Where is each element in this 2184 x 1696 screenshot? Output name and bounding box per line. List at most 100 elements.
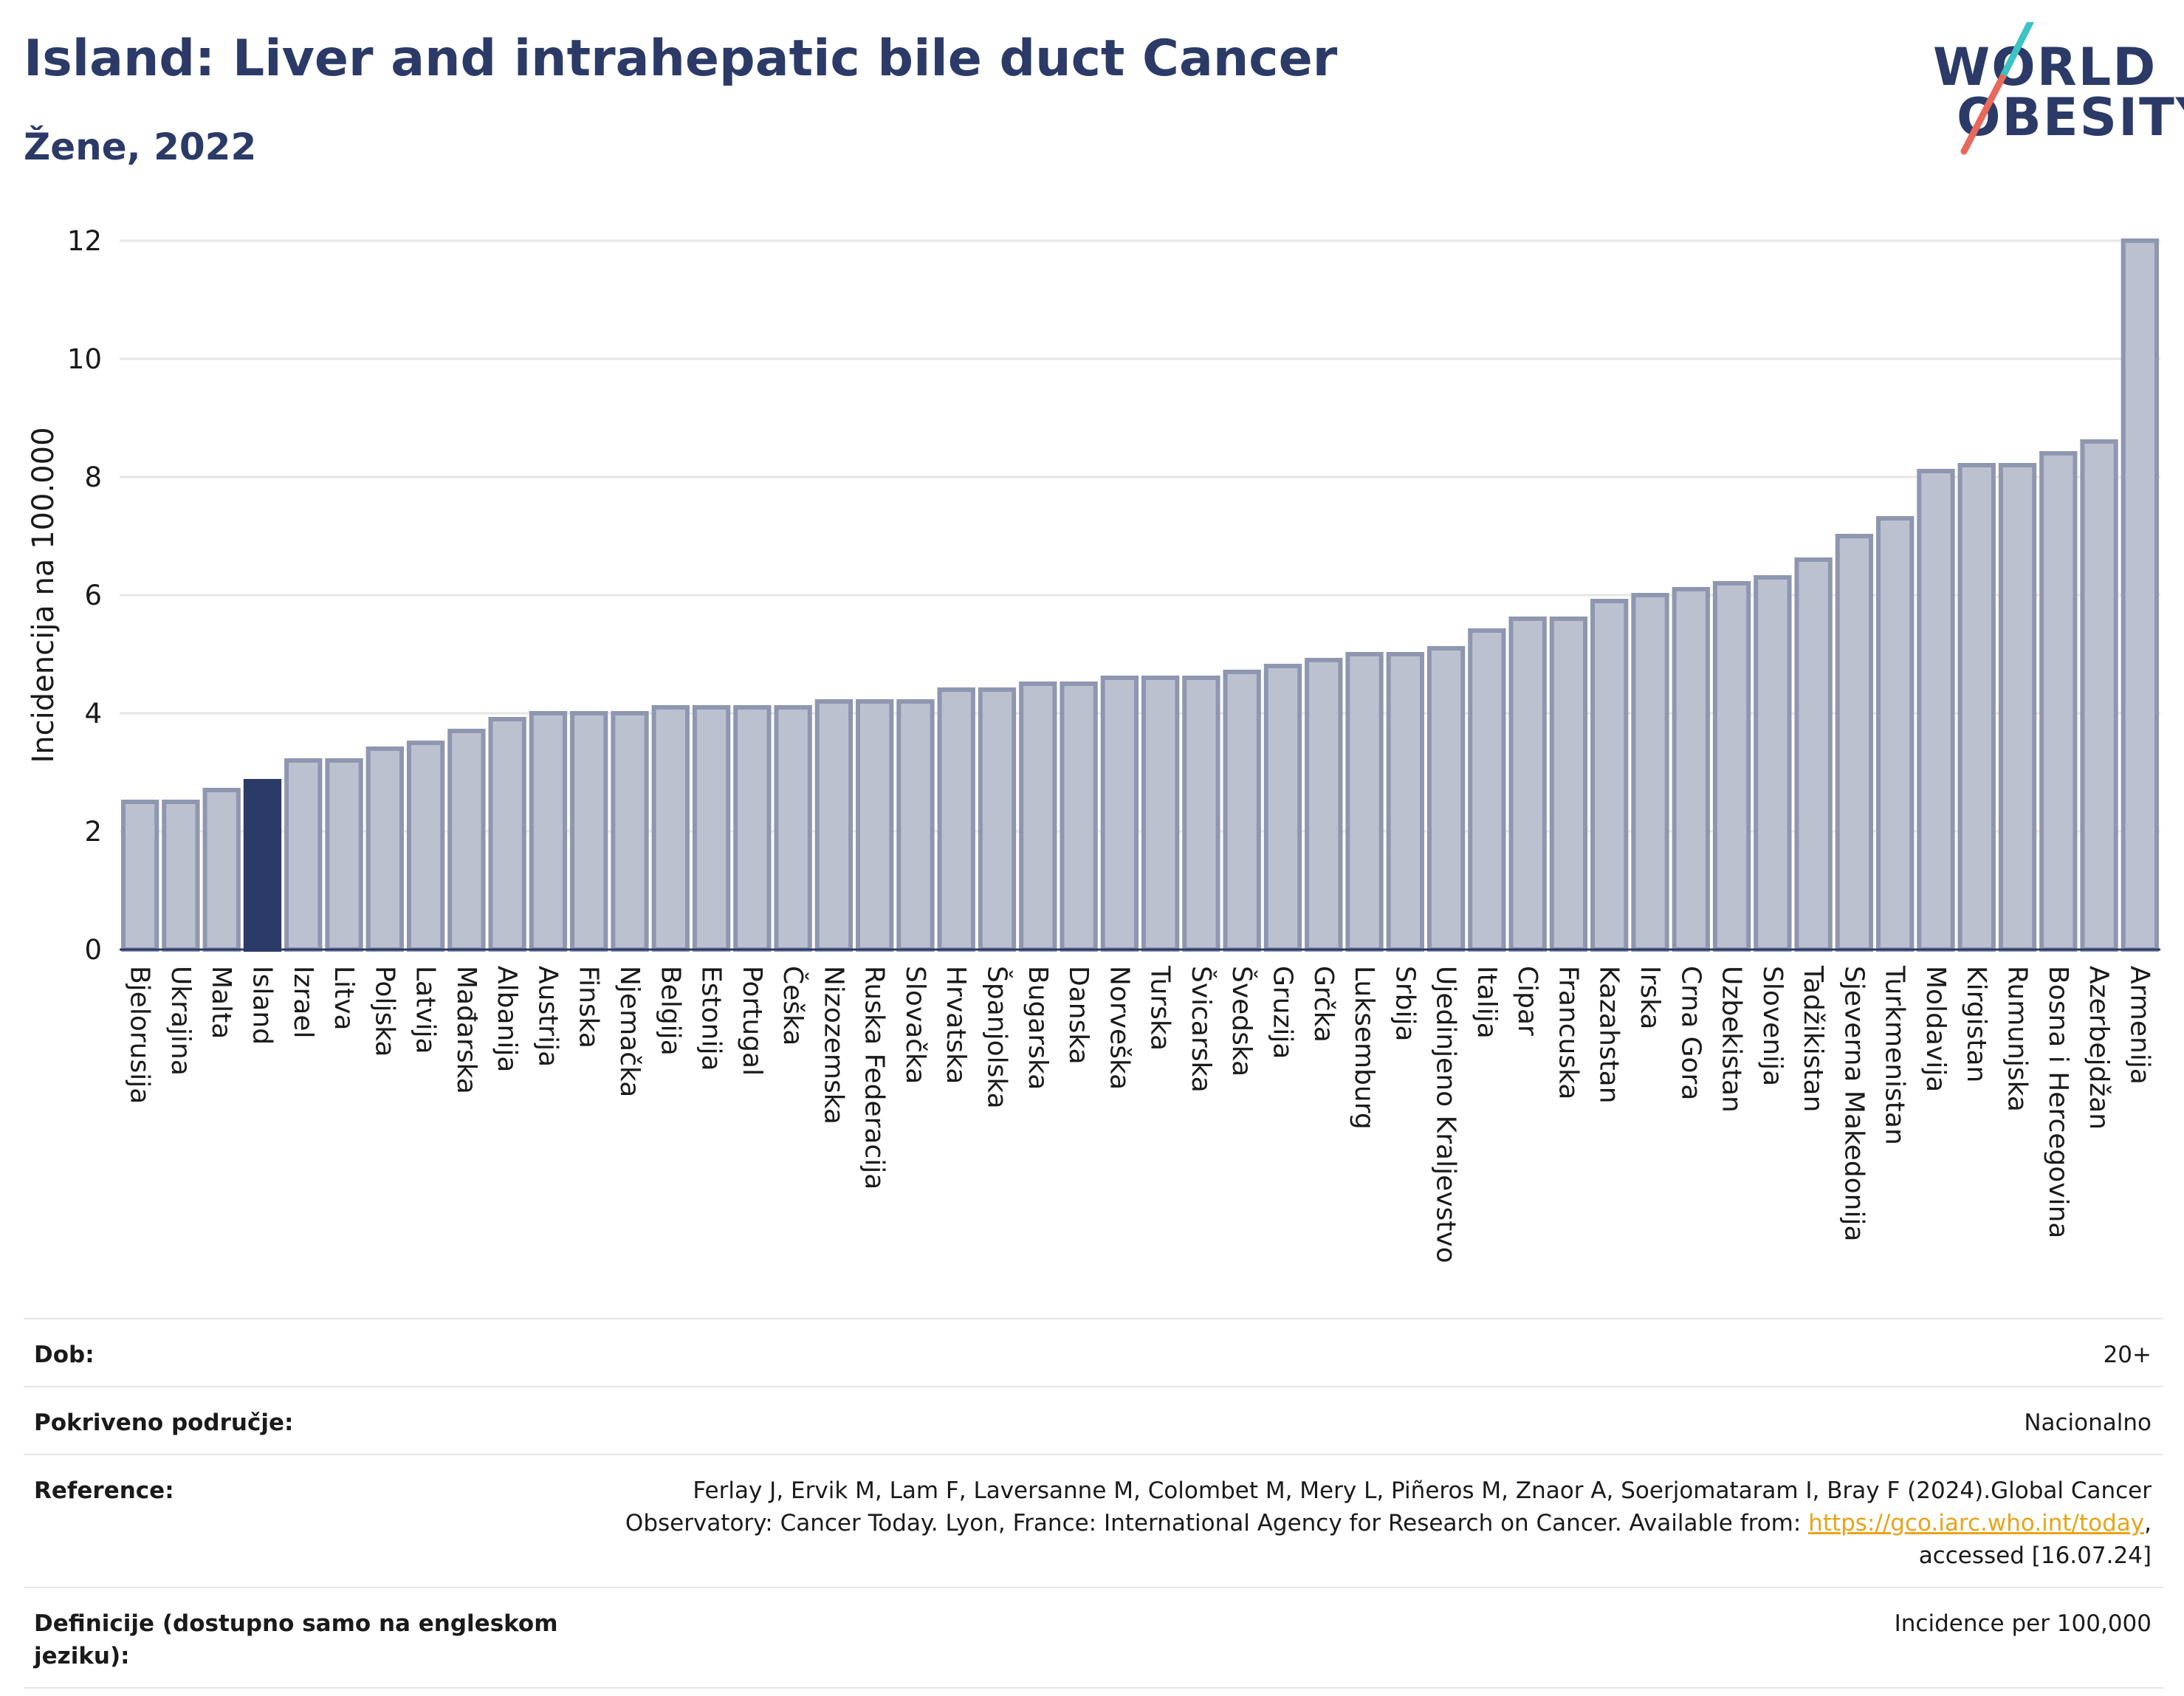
x-tick-label: Hrvatska — [941, 966, 971, 1084]
x-tick-label: Slovačka — [900, 966, 930, 1084]
x-tick-label: Danska — [1063, 966, 1093, 1065]
x-tick-label: Slovenija — [1757, 966, 1788, 1086]
x-tick-label: Francuska — [1553, 966, 1583, 1099]
x-tick-label: Belgija — [655, 966, 685, 1056]
bar-highlighted — [243, 779, 282, 952]
bar — [1223, 670, 1261, 952]
y-tick-label: 12 — [67, 225, 102, 257]
bar — [978, 687, 1017, 952]
x-tick-label: Cipar — [1512, 966, 1542, 1036]
bar — [120, 800, 159, 952]
y-axis-label: Incidencija na 100.000 — [27, 427, 61, 763]
bar — [488, 717, 526, 952]
bar — [529, 711, 568, 952]
bar — [1876, 516, 1915, 952]
reference-line-2-text: Observatory: Cancer Today. Lyon, France:… — [625, 1510, 1809, 1537]
bar — [365, 746, 404, 952]
bar — [1263, 664, 1302, 952]
bar — [1754, 575, 1792, 952]
reference-line-2-comma: , — [2144, 1510, 2152, 1537]
x-tick-label: Turkmenistan — [1880, 965, 1910, 1145]
bar — [1386, 652, 1424, 952]
coverage-value: Nacionalno — [2024, 1410, 2152, 1436]
bar — [1305, 658, 1343, 952]
bar — [1998, 463, 2037, 952]
x-tick-label: Moldavija — [1920, 966, 1951, 1092]
age-value: 20+ — [2103, 1342, 2152, 1368]
y-tick-label: 2 — [84, 816, 102, 848]
bar — [1794, 557, 1833, 952]
bar — [1019, 682, 1057, 952]
reference-link[interactable]: https://gco.iarc.who.int/today — [1808, 1510, 2145, 1537]
bar — [856, 699, 894, 952]
x-tick-label: Bosna i Hercegovina — [2043, 966, 2073, 1238]
x-tick-label: Sjeverna Makedonija — [1838, 966, 1869, 1242]
bar — [325, 758, 363, 952]
x-tick-label: Kazahstan — [1594, 966, 1624, 1104]
bar — [1345, 652, 1384, 952]
bar — [1468, 628, 1506, 952]
x-tick-label: Kirgistan — [1961, 966, 1991, 1082]
reference-value: Ferlay J, Ervik M, Lam F, Laversanne M, … — [625, 1474, 2152, 1572]
reference-line-1: Ferlay J, Ervik M, Lam F, Laversanne M, … — [693, 1477, 2152, 1504]
bars — [120, 238, 2160, 952]
x-tick-label: Njemačka — [614, 966, 645, 1097]
world-obesity-logo: WORLD OBESITY — [1920, 22, 2184, 162]
y-tick-labels: 0 2 4 6 8 10 12 — [67, 225, 102, 966]
page-subtitle: Žene, 2022 — [24, 126, 257, 168]
bar — [651, 705, 690, 952]
bar — [1100, 676, 1139, 952]
x-tick-label: Bugarska — [1023, 966, 1053, 1090]
x-tick-label: Švedska — [1226, 966, 1257, 1077]
x-tick-label: Estonija — [696, 966, 727, 1071]
info-row-age: Dob: 20+ — [24, 1318, 2163, 1386]
x-tick-label: Srbija — [1390, 966, 1420, 1042]
x-tick-label: Rumunjska — [2002, 966, 2033, 1112]
x-tick-label: Azerbejdžan — [2084, 966, 2114, 1130]
y-tick-label: 8 — [84, 461, 102, 493]
info-row-definitions: Definicije (dostupno samo na engleskom j… — [24, 1587, 2163, 1689]
bar — [692, 705, 731, 952]
x-tick-label: Portugal — [737, 966, 767, 1076]
x-tick-label: Finska — [574, 966, 604, 1048]
bar — [406, 741, 445, 952]
bar — [774, 705, 812, 952]
x-tick-label: Ruska Federacija — [859, 966, 890, 1189]
y-tick-label: 0 — [84, 934, 102, 966]
info-row-coverage: Pokriveno područje: Nacionalno — [24, 1386, 2163, 1454]
bar — [570, 711, 608, 952]
reference-label: Reference: — [34, 1477, 174, 1504]
bar — [284, 758, 323, 952]
coverage-label: Pokriveno područje: — [34, 1410, 294, 1436]
x-tick-label: Ujedinjeno Kraljevstvo — [1431, 966, 1461, 1263]
y-tick-label: 4 — [84, 698, 102, 729]
x-tick-labels: Bjelorusija Ukrajina Malta Island Izrael Litv… — [125, 965, 2155, 1263]
y-tick-label: 10 — [67, 343, 102, 375]
bar — [1182, 676, 1220, 952]
x-tick-label: Albanija — [492, 966, 522, 1072]
bar — [1549, 617, 1588, 952]
bar — [447, 729, 486, 952]
x-tick-label: Poljska — [369, 966, 399, 1057]
x-tick-label: Gruzija — [1267, 966, 1297, 1059]
bar — [814, 699, 854, 952]
bar — [2080, 439, 2118, 952]
x-tick-label: Irska — [1635, 966, 1665, 1029]
x-tick-label: Mađarska — [451, 966, 481, 1094]
bar — [1141, 676, 1180, 952]
x-tick-label: Turska — [1145, 965, 1175, 1051]
definitions-label: Definicije (dostupno samo na engleskom j… — [34, 1610, 558, 1669]
bar — [1835, 534, 1874, 952]
x-tick-label: Bjelorusija — [125, 966, 155, 1104]
bar — [202, 788, 241, 952]
age-label: Dob: — [34, 1342, 95, 1368]
bar — [611, 711, 649, 952]
x-tick-label: Tadžikistan — [1798, 965, 1828, 1112]
x-tick-label: Armenija — [2124, 966, 2154, 1085]
bar — [1957, 463, 1996, 952]
bar — [1672, 587, 1710, 952]
bar — [1917, 469, 1955, 952]
bar — [162, 800, 200, 952]
bar — [2039, 451, 2078, 952]
bar — [896, 699, 935, 952]
